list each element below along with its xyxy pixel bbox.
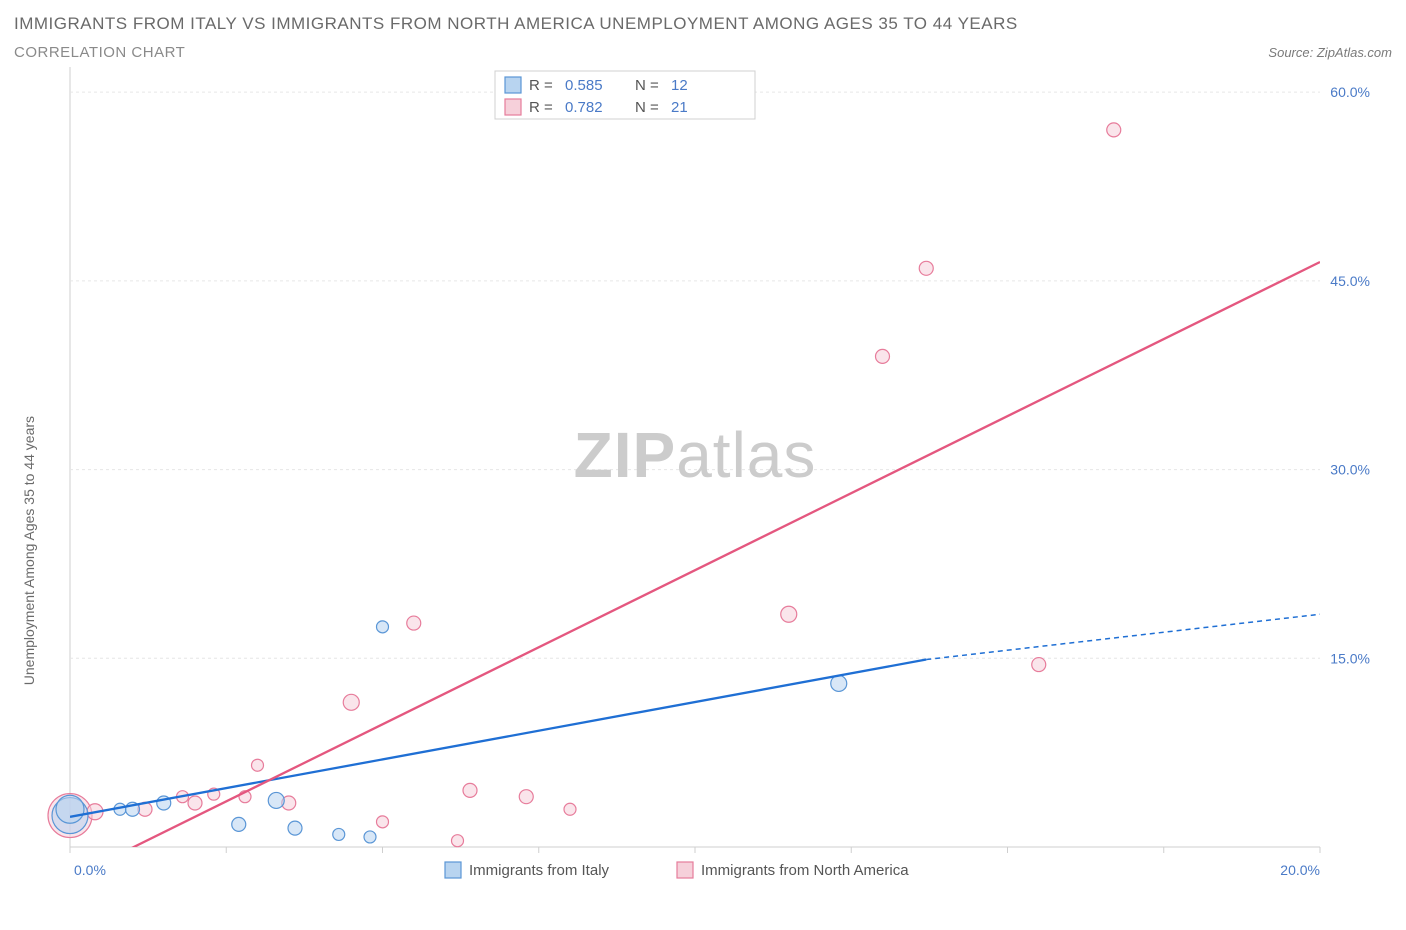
data-point	[452, 835, 464, 847]
source-value: ZipAtlas.com	[1317, 45, 1392, 60]
legend-swatch	[505, 77, 521, 93]
y-tick-label: 45.0%	[1330, 273, 1370, 289]
watermark: ZIPatlas	[574, 419, 817, 491]
data-point	[56, 795, 84, 823]
data-point	[364, 831, 376, 843]
data-point	[919, 261, 933, 275]
data-point	[1032, 658, 1046, 672]
data-point	[343, 694, 359, 710]
data-point	[876, 349, 890, 363]
subtitle-row: CORRELATION CHART Source: ZipAtlas.com	[14, 44, 1392, 61]
chart-subtitle: CORRELATION CHART	[14, 44, 185, 61]
source-label: Source:	[1268, 45, 1313, 60]
trend-line	[70, 262, 1320, 878]
x-tick-label: 0.0%	[74, 862, 106, 878]
correlation-chart: Unemployment Among Ages 35 to 44 years 15…	[10, 67, 1396, 897]
data-point	[377, 816, 389, 828]
data-point	[519, 790, 533, 804]
data-point	[564, 803, 576, 815]
legend-swatch	[505, 99, 521, 115]
legend-r-value: 0.585	[565, 77, 603, 94]
bottom-legend-swatch	[445, 862, 461, 878]
bottom-legend-label: Immigrants from North America	[701, 862, 909, 879]
data-point	[377, 621, 389, 633]
data-point	[252, 759, 264, 771]
source-attribution: Source: ZipAtlas.com	[1268, 45, 1392, 60]
legend-n-label: N =	[635, 77, 659, 94]
chart-title: IMMIGRANTS FROM ITALY VS IMMIGRANTS FROM…	[14, 14, 1396, 34]
y-axis-label: Unemployment Among Ages 35 to 44 years	[21, 416, 37, 685]
y-tick-label: 15.0%	[1330, 650, 1370, 666]
x-tick-label: 20.0%	[1280, 862, 1320, 878]
data-point	[288, 821, 302, 835]
legend-r-label: R =	[529, 99, 553, 116]
legend-r-value: 0.782	[565, 99, 603, 116]
trend-line	[70, 660, 926, 817]
data-point	[333, 828, 345, 840]
chart-container: Unemployment Among Ages 35 to 44 years 15…	[10, 67, 1396, 897]
legend-n-value: 21	[671, 99, 688, 116]
data-point	[463, 783, 477, 797]
legend-n-label: N =	[635, 99, 659, 116]
y-tick-label: 30.0%	[1330, 462, 1370, 478]
legend-r-label: R =	[529, 77, 553, 94]
y-tick-label: 60.0%	[1330, 84, 1370, 100]
data-point	[781, 606, 797, 622]
bottom-legend-swatch	[677, 862, 693, 878]
trend-line-extrapolated	[926, 614, 1320, 659]
data-point	[831, 675, 847, 691]
data-point	[407, 616, 421, 630]
bottom-legend-label: Immigrants from Italy	[469, 862, 610, 879]
data-point	[1107, 123, 1121, 137]
data-point	[232, 817, 246, 831]
data-point	[268, 792, 284, 808]
legend-n-value: 12	[671, 77, 688, 94]
data-point	[188, 796, 202, 810]
